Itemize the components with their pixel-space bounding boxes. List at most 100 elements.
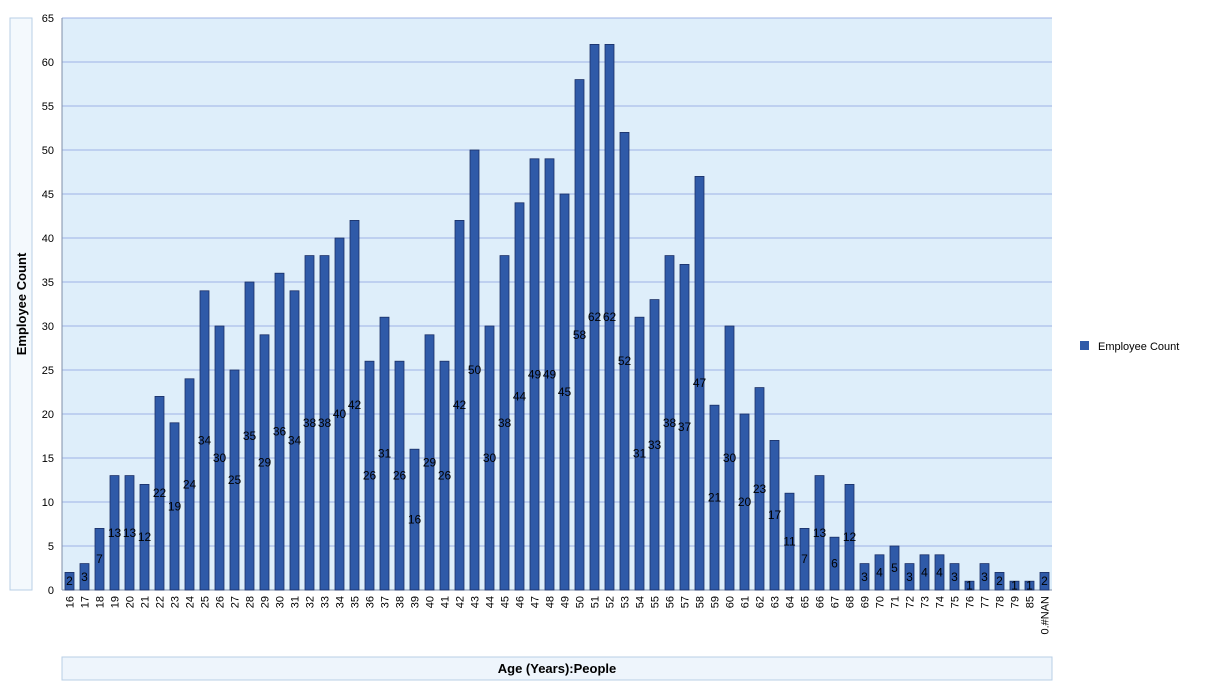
data-label: 3 [906,570,913,584]
bar [274,272,285,591]
x-tick-label: 71 [890,596,902,608]
x-tick-label: 75 [950,596,962,608]
x-tick-label: 35 [350,596,362,608]
x-tick-label: 28 [245,596,257,608]
bar [934,554,945,591]
x-tick-label: 56 [665,596,677,608]
x-tick-label: 40 [425,596,437,608]
data-label: 5 [891,561,898,575]
x-tick-label: 55 [650,596,662,608]
bar [469,149,480,591]
x-tick-label: 59 [710,596,722,608]
bar [499,255,510,591]
bar [109,475,120,591]
legend-label: Employee Count [1098,341,1179,353]
bar [619,131,630,591]
data-label: 38 [303,416,317,430]
x-tick-label: 51 [590,596,602,608]
y-tick-label: 20 [42,409,54,421]
x-tick-label: 50 [575,596,587,608]
bar [949,563,960,591]
data-label: 29 [423,455,437,469]
x-tick-label: 48 [545,596,557,608]
x-tick-label: 38 [395,596,407,608]
data-label: 58 [573,328,587,342]
y-label-box [9,17,33,591]
data-label: 11 [783,535,796,549]
x-tick-label: 0.#NAN [1040,596,1052,635]
bar [394,360,405,591]
data-label: 38 [498,416,512,430]
x-tick-label: 43 [470,596,482,608]
bar [424,334,435,591]
data-label: 62 [603,310,617,324]
x-axis-label: Age (Years):People [498,661,617,676]
data-label: 36 [273,425,287,439]
x-tick-label: 39 [410,596,422,608]
data-label: 16 [408,513,422,527]
x-tick-label: 18 [95,596,107,608]
data-label: 4 [936,565,943,579]
bar [214,325,225,591]
bar [184,378,195,591]
bar [994,572,1005,591]
x-tick-label: 46 [515,596,527,608]
data-label: 22 [153,486,167,500]
x-tick-label: 74 [935,596,947,608]
bar [484,325,495,591]
data-label: 33 [648,438,662,452]
bar [319,255,330,591]
x-tick-label: 61 [740,596,752,608]
x-tick-label: 31 [290,596,302,608]
data-label: 30 [213,451,227,465]
bar [199,290,210,591]
y-axis-label: Employee Count [14,252,29,355]
x-tick-label: 16 [65,596,77,608]
bar [784,492,795,591]
y-tick-label: 55 [42,101,54,113]
bar [64,572,75,591]
x-tick-label: 58 [695,596,707,608]
data-label: 21 [708,491,722,505]
x-tick-label: 37 [380,596,392,608]
data-label: 3 [981,570,988,584]
x-tick-label: 68 [845,596,857,608]
x-tick-label: 62 [755,596,767,608]
x-tick-label: 23 [170,596,182,608]
x-tick-label: 19 [110,596,122,608]
bar [529,158,540,591]
x-tick-label: 64 [785,596,797,608]
x-tick-label: 60 [725,596,737,608]
x-tick-label: 66 [815,596,827,608]
y-tick-label: 15 [42,453,54,465]
bar [364,360,375,591]
x-tick-label: 42 [455,596,467,608]
bar [889,545,900,591]
data-label: 12 [843,530,857,544]
bar [694,175,705,591]
bar [439,360,450,591]
bar [874,554,885,591]
x-tick-label: 32 [305,596,317,608]
y-tick-label: 45 [42,189,54,201]
bar [454,219,465,591]
data-label: 42 [348,398,362,412]
data-label: 35 [243,429,257,443]
bar [904,563,915,591]
data-label: 30 [723,451,737,465]
y-tick-label: 35 [42,277,54,289]
bar [739,413,750,591]
bar [709,404,720,591]
data-label: 24 [183,477,197,491]
legend-swatch [1080,341,1089,350]
x-tick-label: 85 [1025,596,1037,608]
x-tick-label: 33 [320,596,332,608]
x-tick-label: 53 [620,596,632,608]
y-tick-label: 60 [42,57,54,69]
data-label: 40 [333,407,347,421]
x-tick-label: 25 [200,596,212,608]
data-label: 4 [921,565,928,579]
bar [1009,580,1020,591]
data-label: 34 [288,433,302,447]
x-tick-label: 41 [440,596,452,608]
